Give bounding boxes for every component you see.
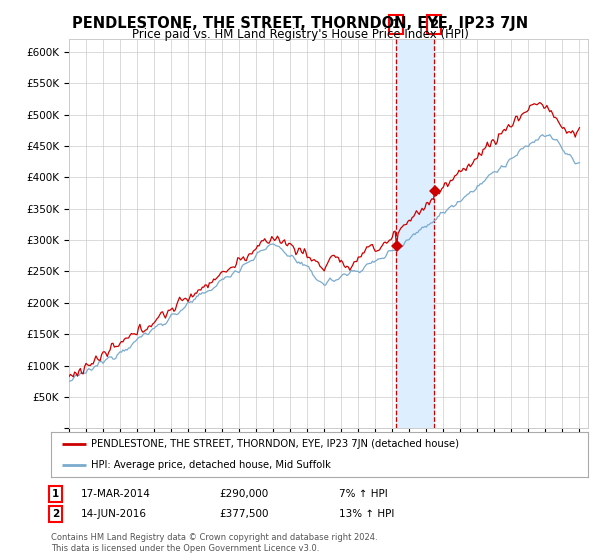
Text: 1: 1 [52,489,59,499]
Text: 13% ↑ HPI: 13% ↑ HPI [339,509,394,519]
Text: HPI: Average price, detached house, Mid Suffolk: HPI: Average price, detached house, Mid … [91,460,331,470]
Bar [396,39,434,428]
Text: 1: 1 [392,18,400,31]
Text: £377,500: £377,500 [219,509,269,519]
Text: Contains HM Land Registry data © Crown copyright and database right 2024.
This d: Contains HM Land Registry data © Crown c… [51,533,377,553]
Text: 14-JUN-2016: 14-JUN-2016 [81,509,147,519]
Text: 17-MAR-2014: 17-MAR-2014 [81,489,151,499]
Text: 7% ↑ HPI: 7% ↑ HPI [339,489,388,499]
Text: PENDLESTONE, THE STREET, THORNDON, EYE, IP23 7JN: PENDLESTONE, THE STREET, THORNDON, EYE, … [72,16,528,31]
Text: PENDLESTONE, THE STREET, THORNDON, EYE, IP23 7JN (detached house): PENDLESTONE, THE STREET, THORNDON, EYE, … [91,440,459,450]
Text: 2: 2 [52,509,59,519]
Text: £290,000: £290,000 [219,489,268,499]
Text: Price paid vs. HM Land Registry's House Price Index (HPI): Price paid vs. HM Land Registry's House … [131,28,469,41]
Text: 2: 2 [430,18,438,31]
